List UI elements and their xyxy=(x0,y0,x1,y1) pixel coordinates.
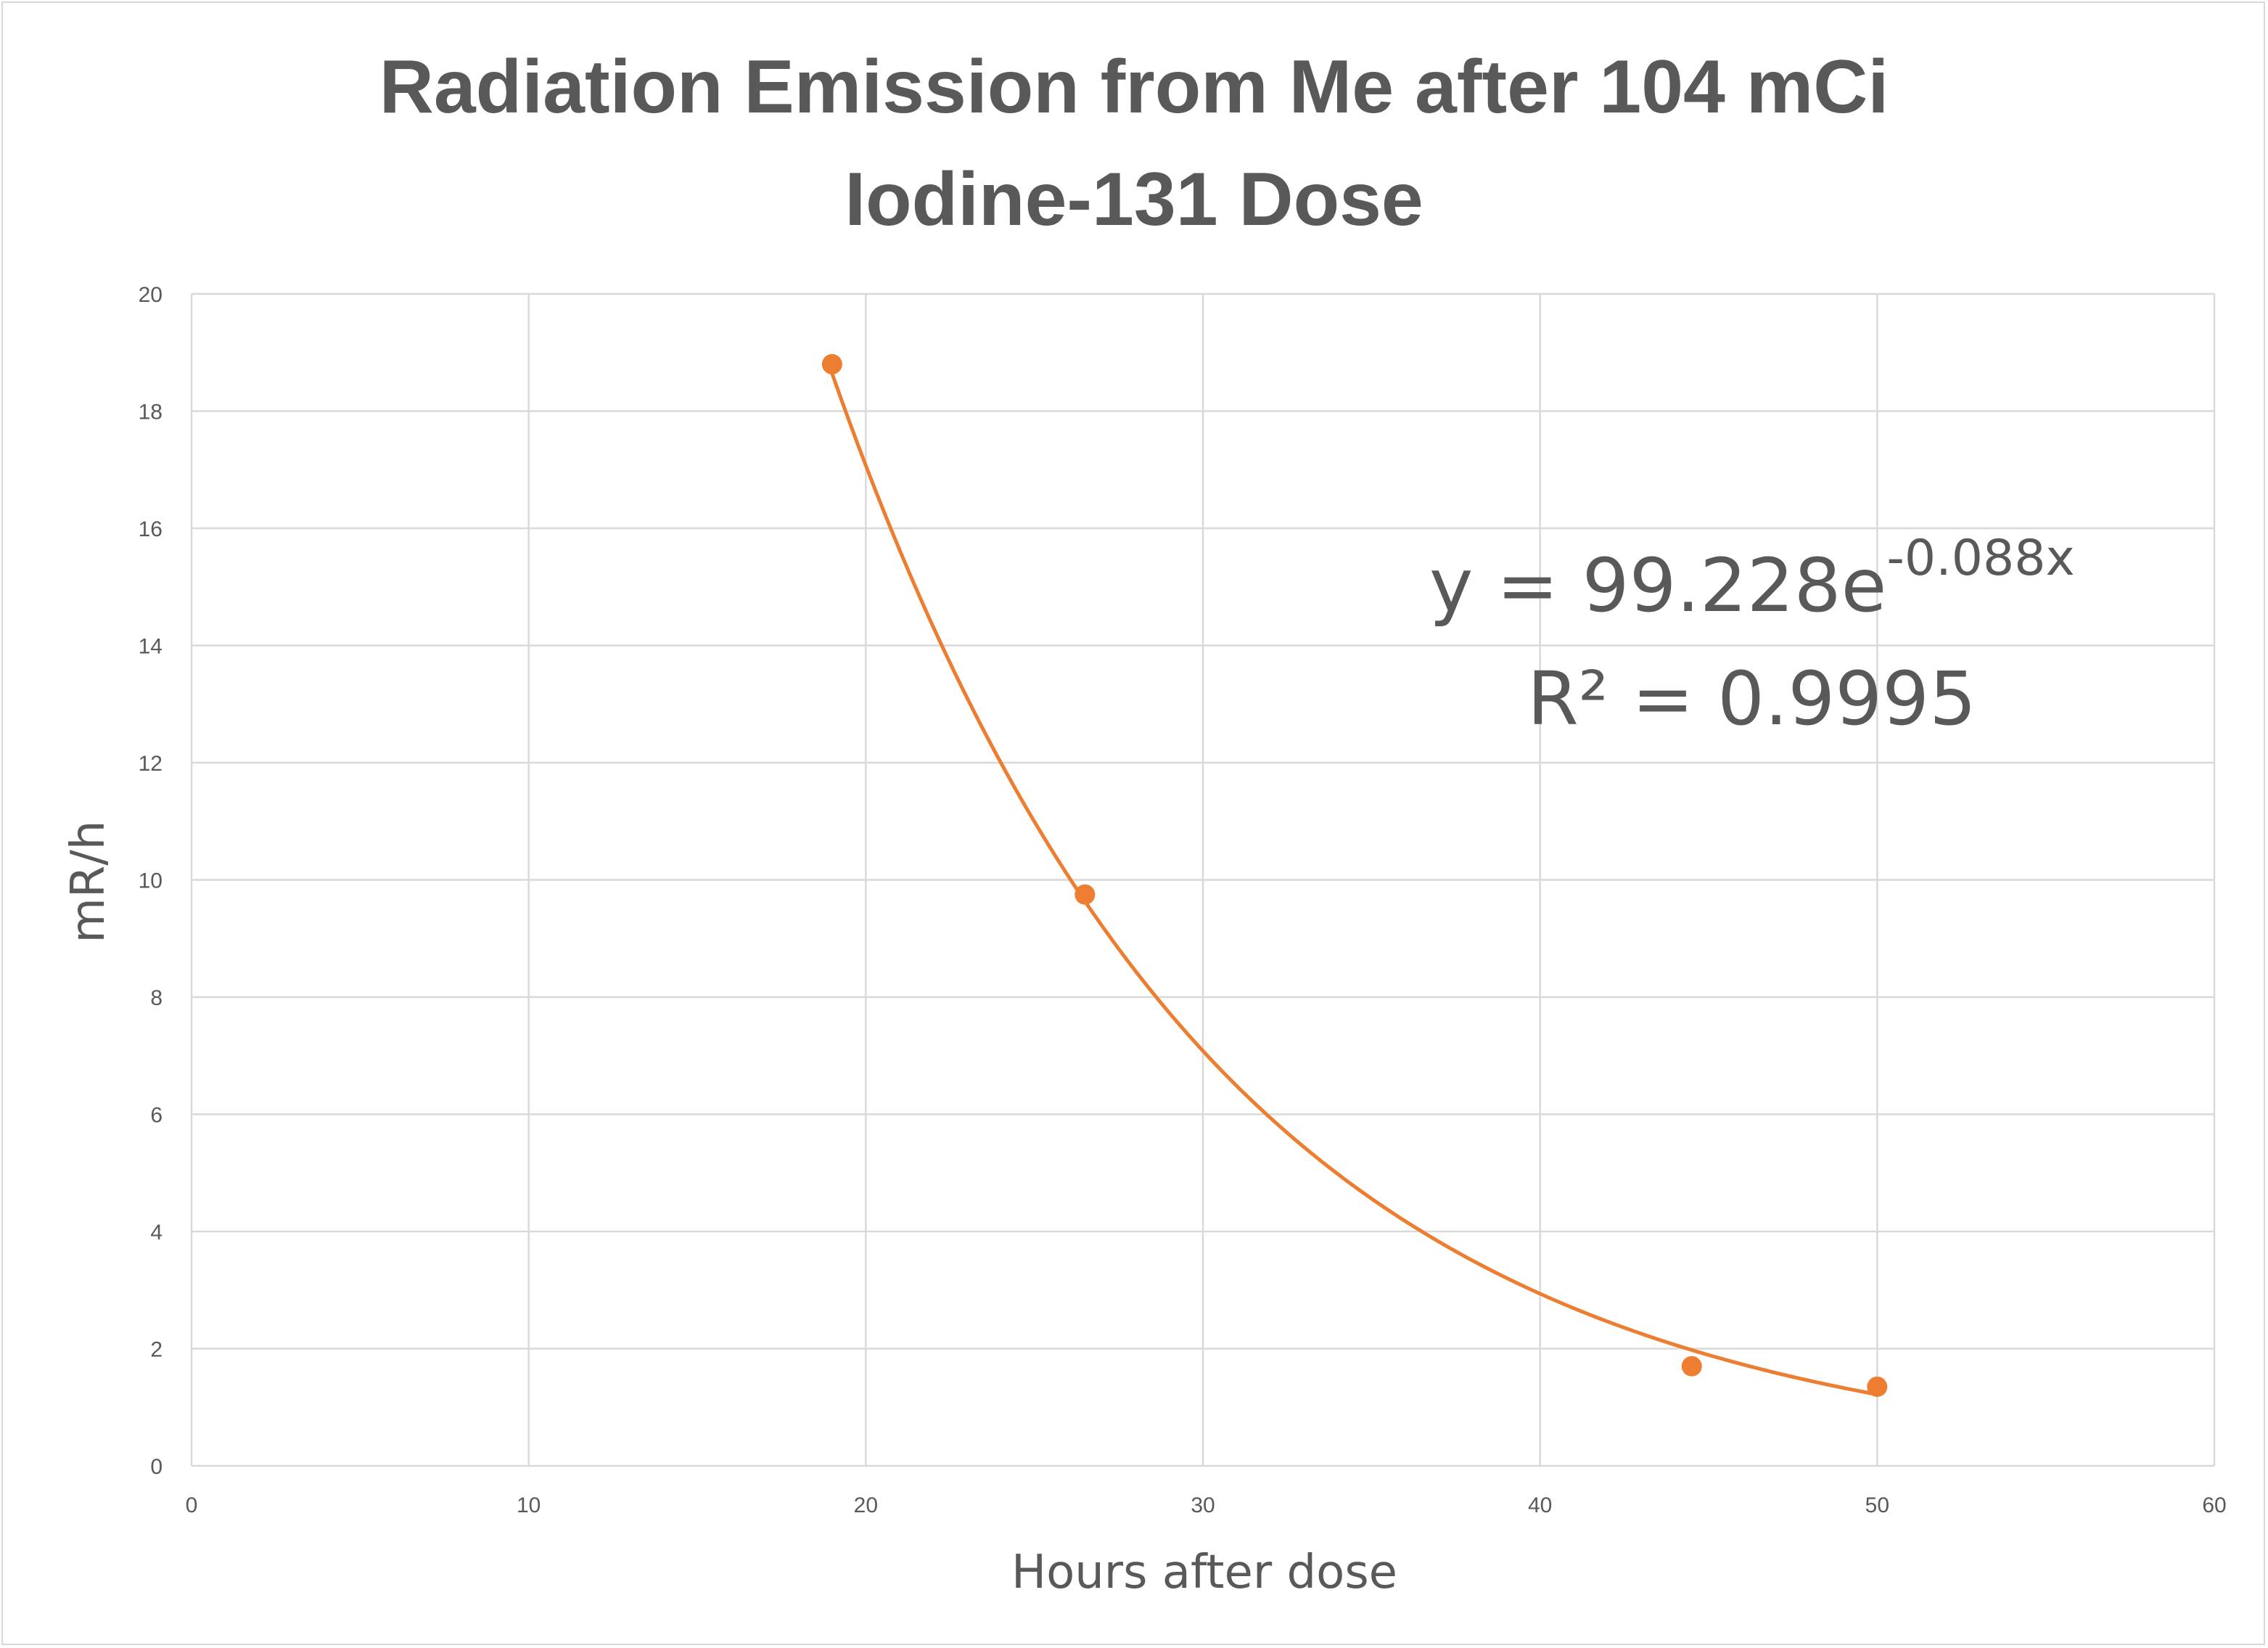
y-tick-label: 20 xyxy=(139,283,163,307)
y-tick-label: 12 xyxy=(139,752,163,776)
data-point xyxy=(1075,884,1096,905)
y-tick-label: 4 xyxy=(150,1221,163,1245)
y-axis-title: mR/h xyxy=(62,821,115,943)
y-axis-tick-labels: 0 2 4 6 8 10 12 14 16 18 20 xyxy=(139,283,163,1479)
data-point xyxy=(1681,1356,1702,1377)
x-tick-label: 10 xyxy=(517,1493,541,1517)
x-tick-label: 30 xyxy=(1191,1493,1215,1517)
trendline-equation-base: y = 99.228e xyxy=(1429,543,1886,629)
x-tick-label: 40 xyxy=(1528,1493,1552,1517)
y-tick-label: 16 xyxy=(139,517,163,541)
x-axis-title: Hours after dose xyxy=(1011,1546,1397,1599)
trendline xyxy=(830,372,1878,1397)
r-squared-exponent: ² xyxy=(1579,656,1608,742)
trendline-equation-exponent: -0.088x xyxy=(1886,530,2074,587)
y-tick-label: 14 xyxy=(139,635,163,659)
gridlines xyxy=(190,292,2216,1467)
data-point xyxy=(821,353,842,374)
x-tick-label: 0 xyxy=(186,1493,198,1517)
y-tick-label: 0 xyxy=(150,1455,163,1479)
y-tick-label: 18 xyxy=(139,401,163,425)
r-squared-base: R xyxy=(1527,656,1579,742)
y-tick-label: 6 xyxy=(150,1104,163,1128)
x-axis-tick-labels: 0 10 20 30 40 50 60 xyxy=(186,1493,2227,1517)
chart-title-line-2: Iodine-131 Dose xyxy=(845,157,1423,242)
trendline-equation: y = 99.228e-0.088x xyxy=(1429,530,2075,629)
data-point xyxy=(1867,1376,1888,1397)
y-tick-label: 2 xyxy=(150,1338,163,1362)
x-tick-label: 50 xyxy=(1865,1493,1889,1517)
x-tick-label: 60 xyxy=(2202,1493,2226,1517)
data-points xyxy=(821,353,1888,1397)
y-tick-label: 10 xyxy=(139,869,163,893)
chart-title-line-1: Radiation Emission from Me after 104 mCi xyxy=(379,45,1889,129)
y-tick-label: 8 xyxy=(150,986,163,1010)
x-tick-label: 20 xyxy=(854,1493,878,1517)
trendline-r-squared: R² = 0.9995 xyxy=(1527,656,1976,742)
r-squared-value: = 0.9995 xyxy=(1608,656,1976,742)
